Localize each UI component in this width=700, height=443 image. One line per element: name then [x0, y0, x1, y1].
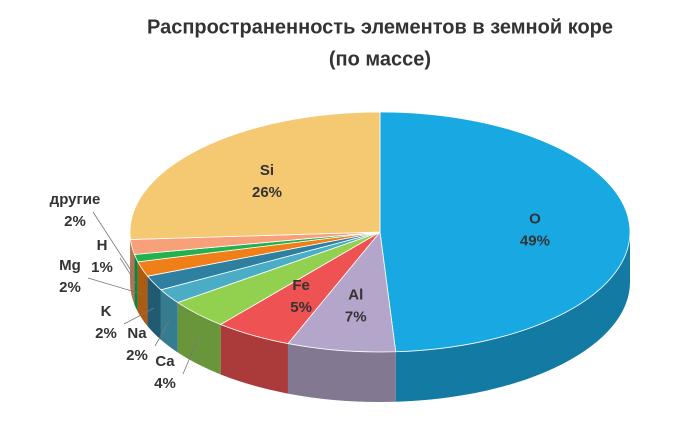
chart-subtitle: (по массе) [329, 48, 431, 70]
slice-side [137, 261, 148, 327]
slice [287, 231, 397, 353]
leader-line [119, 257, 137, 284]
slice-value: 7% [345, 308, 367, 325]
slice-side [130, 239, 135, 305]
slice-label: Al [348, 286, 363, 303]
slice-side [395, 232, 630, 402]
leader-line [182, 338, 199, 375]
leader-line [123, 307, 154, 325]
slice-label: K [101, 303, 112, 320]
slice-value: 1% [91, 259, 113, 276]
slice-side [287, 343, 396, 403]
leader-line [154, 321, 170, 347]
slice-label: Fe [292, 277, 310, 294]
slice-value: 2% [59, 279, 81, 296]
slice [379, 111, 631, 353]
slice-value: 5% [290, 299, 312, 316]
slice-side [177, 302, 221, 375]
slice-side [160, 289, 178, 353]
slice-side [220, 324, 288, 394]
chart-title: Распространенность элементов в земной ко… [147, 16, 613, 38]
leader-line [87, 277, 143, 295]
slice-value: 4% [154, 375, 176, 392]
slice-label: O [529, 211, 541, 228]
slice-value: 2% [126, 347, 148, 364]
slice-label: Mg [59, 257, 81, 274]
slice-side [134, 254, 138, 312]
slice-value: 2% [95, 325, 117, 342]
leader-line [92, 211, 133, 273]
slice-value: 26% [252, 184, 282, 201]
slice-label: Na [127, 325, 147, 342]
slice-side [147, 276, 161, 340]
slice-label: Ca [155, 353, 175, 370]
slice [129, 111, 381, 240]
slice-label: Si [260, 162, 274, 179]
slice-value: 49% [520, 233, 550, 250]
slice-value: 2% [64, 213, 86, 230]
slice-label: другие [50, 191, 101, 208]
slice-label: H [97, 237, 108, 254]
